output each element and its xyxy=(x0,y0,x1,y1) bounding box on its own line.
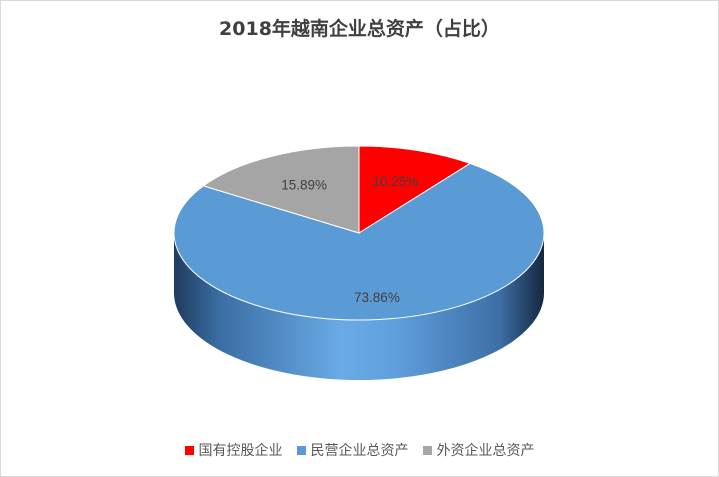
legend-label-foreign: 外资企业总资产 xyxy=(436,443,535,459)
legend-label-private: 民营企业总资产 xyxy=(310,443,409,459)
legend-swatch-state-owned xyxy=(184,445,194,455)
legend-swatch-private xyxy=(296,445,306,455)
slice-private xyxy=(173,162,545,321)
legend-item-foreign: 外资企业总资产 xyxy=(422,440,535,460)
slice-state-owned xyxy=(358,145,472,234)
data-label-private: 73.86% xyxy=(354,290,400,305)
chart-title: 2018年越南企业总资产（占比） xyxy=(219,18,500,40)
legend-item-state-owned: 国有控股企业 xyxy=(184,440,283,460)
legend-swatch-foreign xyxy=(422,445,432,455)
legend: 国有控股企业 民营企业总资产 外资企业总资产 xyxy=(0,440,719,460)
legend-item-private: 民营企业总资产 xyxy=(296,440,409,460)
legend-label-state-owned: 国有控股企业 xyxy=(198,443,283,459)
data-label-state-owned: 10.25% xyxy=(372,174,418,189)
pie-side-wall xyxy=(174,233,544,380)
slice-foreign xyxy=(202,145,360,234)
data-label-foreign: 15.89% xyxy=(281,178,327,193)
